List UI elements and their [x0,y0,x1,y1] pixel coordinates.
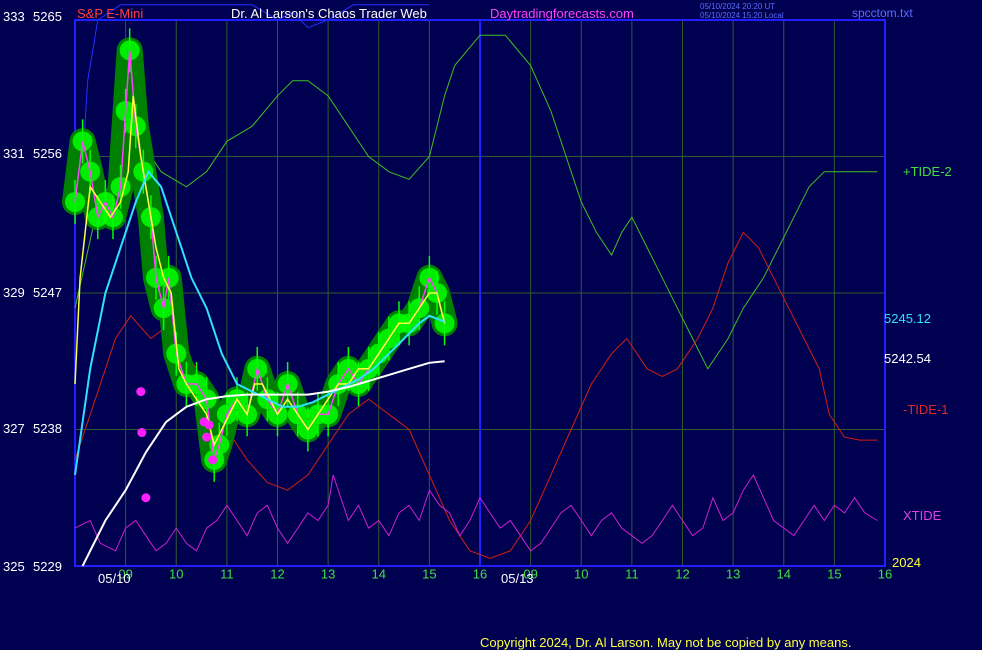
x-tick-label: 14 [777,567,791,582]
y-label-left-329: 329 [3,285,25,300]
event-marker [137,428,147,438]
x-tick-label: 11 [625,567,639,582]
x-tick-label: 12 [675,567,689,582]
x-tick-label: 16 [473,567,487,582]
tide-plus-2-line [74,34,878,370]
event-marker [136,387,146,397]
chart-site-link[interactable]: Daytradingforecasts.com [490,6,634,21]
event-marker [202,432,212,442]
y-label-left-325: 325 [3,559,25,574]
x-tick-label: 09 [118,567,132,582]
series-label-xtide: XTIDE [903,508,942,523]
x-tick-label: 15 [827,567,841,582]
blue-line [79,4,430,203]
date-label-05-10: 05/10 [98,571,131,586]
y-label-left-331: 331 [3,146,25,161]
x-tick-label: 13 [726,567,740,582]
x-tick-label: 16 [878,567,892,582]
x-tick-label: 13 [321,567,335,582]
y-label-right-5256: 5256 [33,146,62,161]
year-label: 2024 [892,555,921,570]
value-readout-5245-12: 5245.12 [884,311,931,326]
y-label-left-333: 333 [3,9,25,24]
series-label-tide-minus-1: -TIDE-1 [903,402,949,417]
x-tick-label: 10 [169,567,183,582]
timestamp-ut: 05/10/2024 20:20 UT [700,2,776,11]
y-label-right-5247: 5247 [33,285,62,300]
event-marker [204,420,214,430]
y-label-right-5229: 5229 [33,559,62,574]
y-label-left-327: 327 [3,421,25,436]
copyright-notice: Copyright 2024, Dr. Al Larson. May not b… [480,635,852,650]
chart-symbol: S&P E-Mini [77,6,144,21]
series-label-tide-plus-2: +TIDE-2 [903,164,952,179]
y-label-right-5238: 5238 [33,421,62,436]
x-tick-label: 15 [422,567,436,582]
x-tick-label: 10 [574,567,588,582]
value-readout-5242-54: 5242.54 [884,351,931,366]
timestamp-local: 05/10/2024 15:20 Local [700,11,784,20]
chart-author-title: Dr. Al Larson's Chaos Trader Web [231,6,427,21]
xtide-line [74,473,878,552]
event-marker [208,455,218,465]
fast-average-line [74,95,446,447]
x-tick-label: 12 [270,567,284,582]
slow-average-line [81,360,445,567]
x-tick-label: 09 [523,567,537,582]
data-file-name: spcctom.txt [852,6,913,20]
y-label-right-5265: 5265 [33,9,62,24]
event-marker [141,493,151,503]
x-tick-label: 11 [220,567,234,582]
date-label-05-13: 05/13 [501,571,534,586]
x-tick-label: 14 [372,567,386,582]
